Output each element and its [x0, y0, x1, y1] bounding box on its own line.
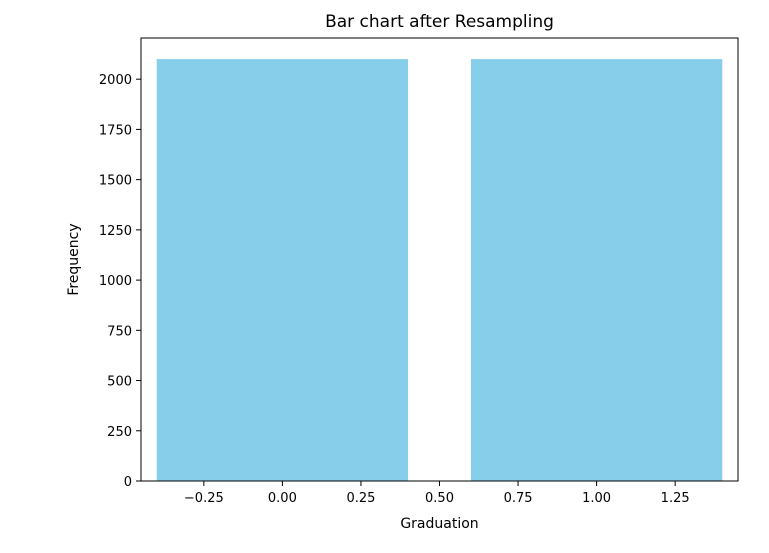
y-tick-label: 500: [107, 375, 132, 390]
x-tick-label: 0.25: [346, 491, 375, 506]
y-tick-label: 1000: [99, 274, 132, 289]
y-tick-label: 250: [107, 425, 132, 440]
x-tick-label: −0.25: [184, 491, 224, 506]
x-axis-ticks: −0.25 0.00 0.25 0.50 0.75 1.00 1.25: [184, 481, 690, 506]
y-axis-ticks: 0 250 500 750 1000 1250 1500 1750 2000: [99, 73, 141, 490]
x-tick-label: 0.50: [425, 491, 454, 506]
y-axis-label: Frequency: [66, 223, 82, 295]
y-tick-label: 1500: [99, 174, 132, 189]
x-tick-label: 0.75: [504, 491, 533, 506]
bar-1: [470, 59, 723, 481]
x-axis-label: Graduation: [400, 516, 478, 532]
x-tick-label: 1.00: [582, 491, 611, 506]
bars-layer: [156, 59, 723, 481]
y-tick-label: 750: [107, 324, 132, 339]
x-tick-label: 1.25: [661, 491, 690, 506]
y-tick-label: 2000: [99, 73, 132, 88]
y-tick-label: 1250: [99, 224, 132, 239]
y-tick-label: 1750: [99, 123, 132, 138]
x-tick-label: 0.00: [268, 491, 297, 506]
chart-title: Bar chart after Resampling: [325, 12, 554, 32]
bar-0: [156, 59, 409, 481]
y-tick-label: 0: [124, 475, 132, 490]
